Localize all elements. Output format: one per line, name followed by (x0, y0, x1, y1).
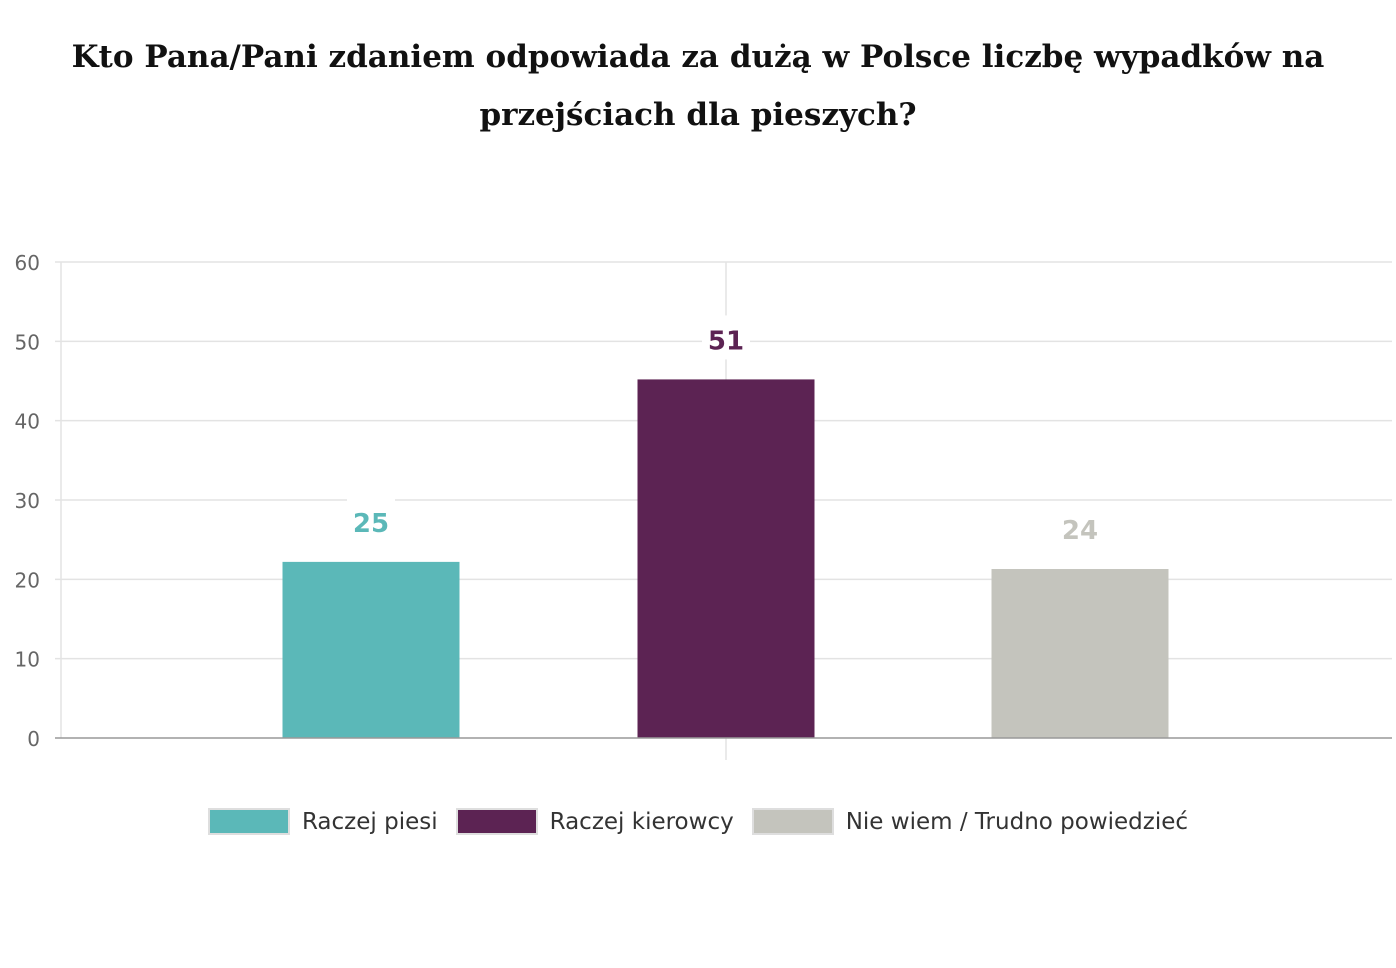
legend-item-raczej-kierowcy[interactable]: Raczej kierowcy (455, 808, 734, 835)
legend-item-nie-wiem[interactable]: Nie wiem / Trudno powiedzieć (751, 808, 1189, 835)
data-label-1: 25 (353, 509, 389, 539)
data-label-bg-1 (347, 497, 395, 542)
data-label-2: 51 (708, 326, 744, 356)
data-label-bg-3 (1056, 505, 1104, 550)
data-label-3: 24 (1062, 516, 1098, 546)
y-tick-label-30: 30 (15, 489, 40, 513)
bar-1 (282, 561, 460, 738)
y-tick-label-60: 60 (15, 251, 40, 275)
data-label-bg-2 (702, 315, 750, 360)
legend-swatch-nie-wiem (751, 808, 834, 835)
y-tick-label-20: 20 (15, 568, 40, 592)
bar-2 (637, 379, 815, 738)
y-tick-label-40: 40 (15, 410, 40, 434)
legend-label-raczej-piesi: Raczej piesi (301, 808, 438, 835)
y-tick-label-50: 50 (15, 330, 40, 354)
bar-3 (991, 569, 1169, 738)
bar-chart: 0 10 20 30 40 50 60 25 51 24 (15, 251, 1392, 760)
y-tick-label-10: 10 (15, 648, 40, 672)
legend: Raczej piesi Raczej kierowcy Nie wiem / … (0, 808, 1396, 835)
y-tick-label-0: 0 (27, 727, 40, 751)
legend-label-raczej-kierowcy: Raczej kierowcy (549, 808, 734, 835)
legend-swatch-raczej-kierowcy (455, 808, 538, 835)
legend-item-raczej-piesi[interactable]: Raczej piesi (207, 808, 438, 835)
chart-title: Kto Pana/Pani zdaniem odpowiada za dużą … (71, 39, 1325, 133)
legend-label-nie-wiem: Nie wiem / Trudno powiedzieć (845, 808, 1189, 835)
legend-swatch-raczej-piesi (207, 808, 290, 835)
